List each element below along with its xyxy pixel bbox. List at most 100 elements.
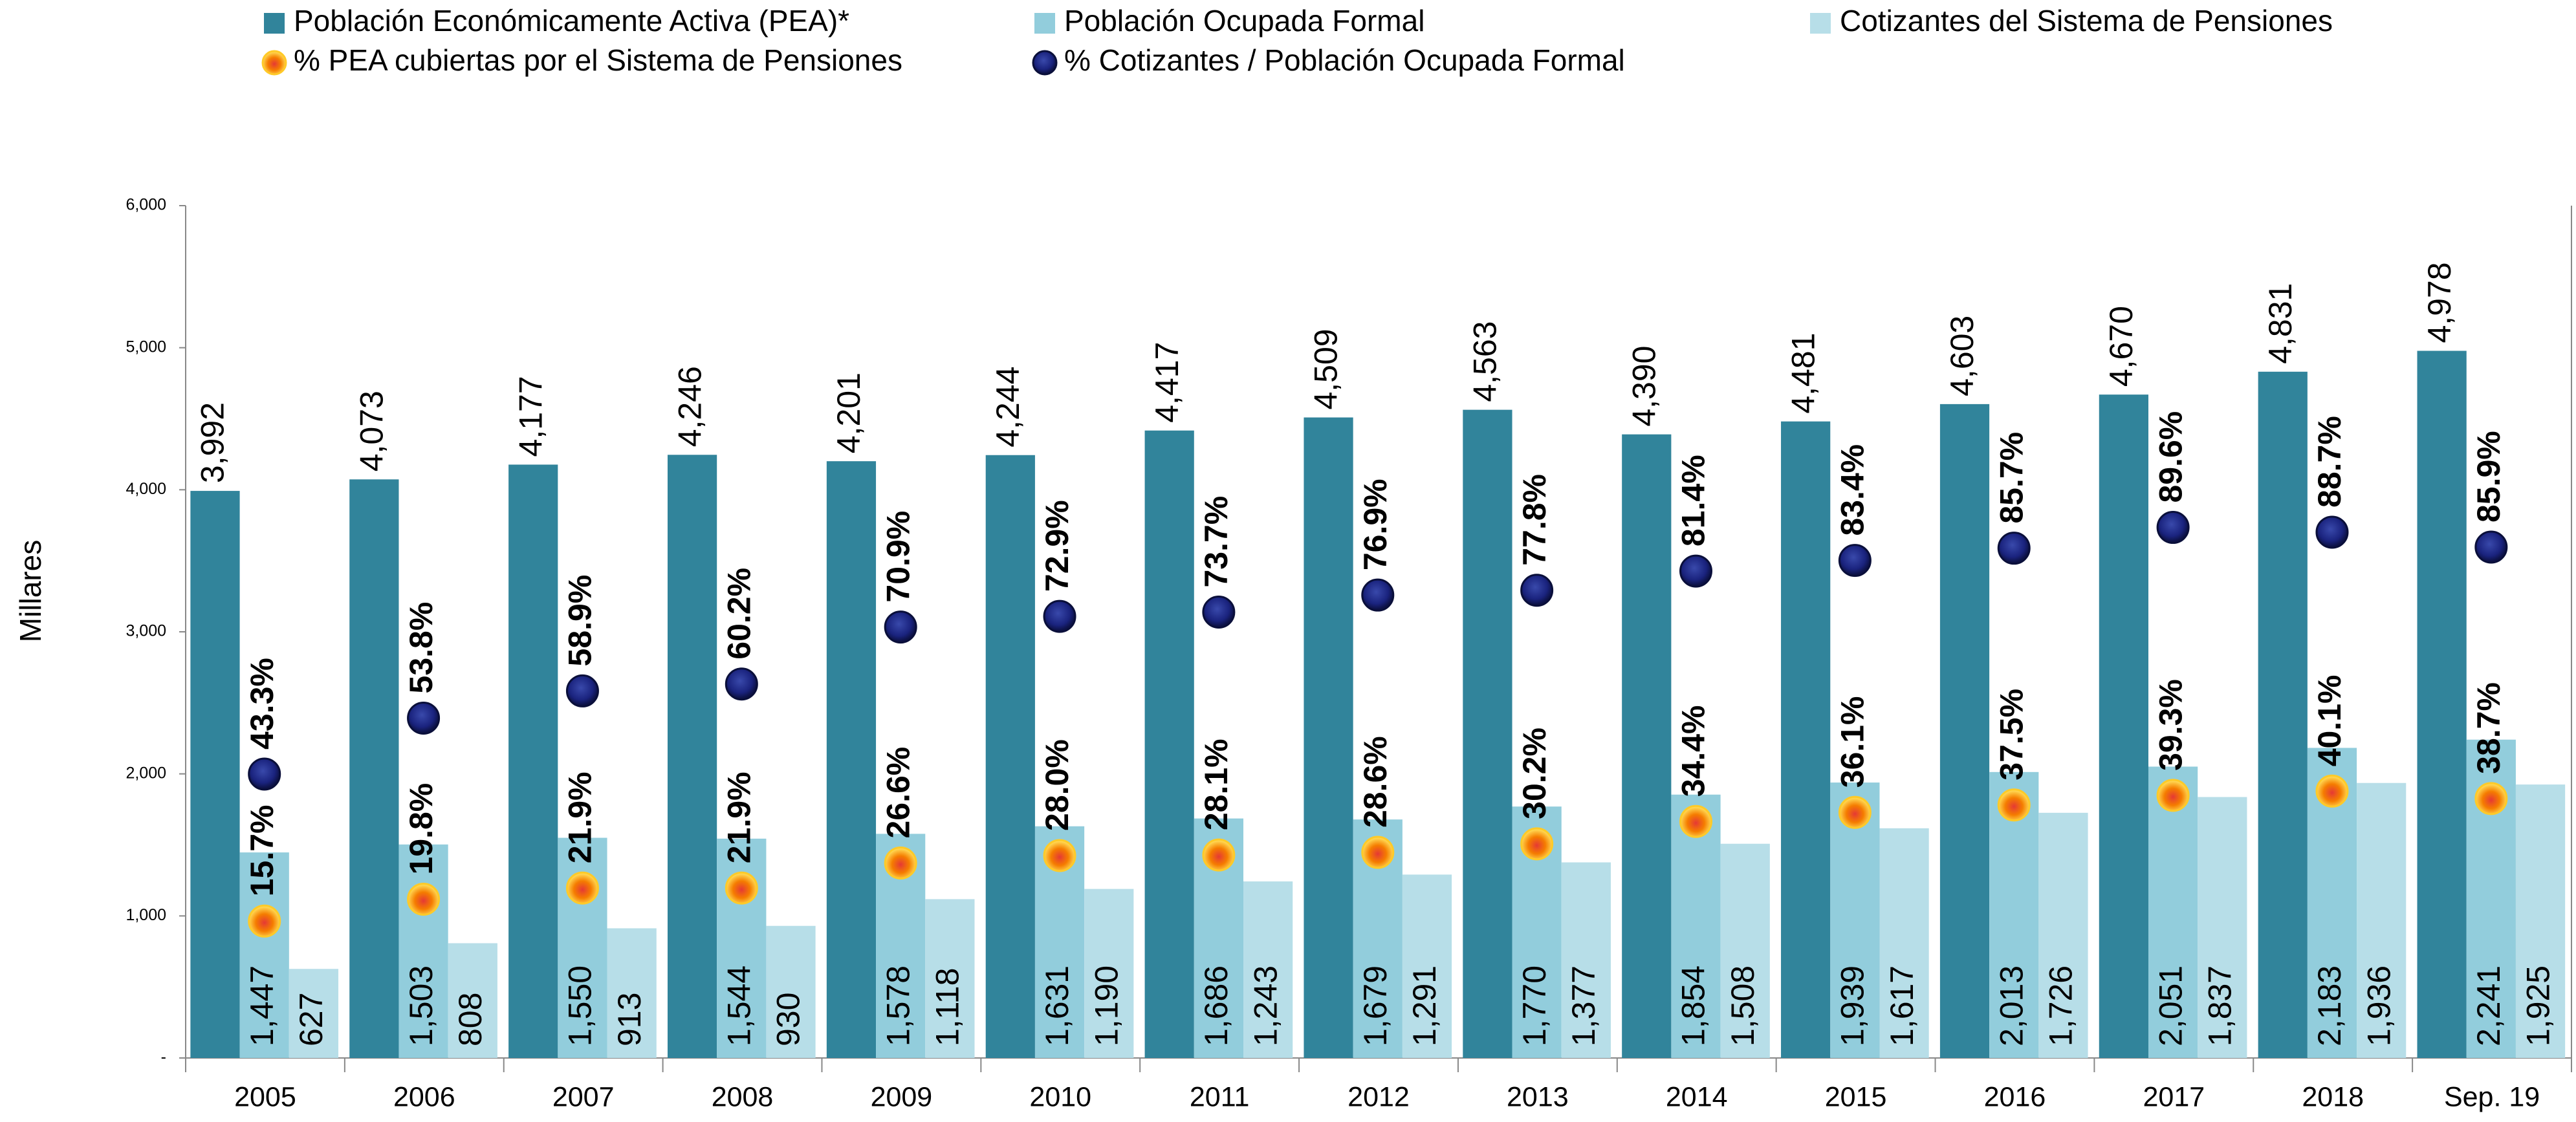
value-label: 60.2%	[721, 568, 758, 660]
marker	[1838, 795, 1872, 829]
value-label: 913	[611, 993, 648, 1046]
bar	[1720, 843, 1770, 1058]
bar	[1144, 430, 1194, 1058]
value-label: 28.1%	[1198, 739, 1234, 830]
value-label: 627	[293, 993, 329, 1046]
value-label: 39.3%	[2152, 679, 2189, 771]
value-label: 1,544	[721, 966, 758, 1046]
bar	[349, 479, 399, 1058]
value-label: 43.3%	[244, 658, 280, 750]
y-tick-label: 5,000	[126, 338, 166, 356]
bar	[667, 455, 717, 1058]
legend-label: Población Ocupada Formal	[1064, 4, 1424, 38]
bar	[1463, 409, 1512, 1058]
value-label: 34.4%	[1675, 705, 1712, 797]
value-label: 2,013	[1993, 966, 2029, 1046]
marker	[2156, 779, 2190, 812]
value-label: 4,390	[1626, 346, 1662, 427]
value-label: 1,617	[1884, 966, 1920, 1046]
marker	[1520, 827, 1554, 861]
bar	[1084, 889, 1134, 1058]
marker	[1043, 599, 1076, 633]
value-label: 77.8%	[1516, 474, 1553, 566]
bar	[398, 844, 448, 1058]
value-label: 28.0%	[1039, 739, 1075, 831]
value-label: 1,939	[1835, 966, 1871, 1046]
value-label: 2,051	[2152, 966, 2189, 1046]
bar	[1561, 862, 1611, 1058]
x-tick-label: 2012	[1348, 1081, 1410, 1112]
bar	[239, 852, 289, 1058]
bar	[766, 925, 816, 1058]
y-tick-label: 4,000	[126, 480, 166, 498]
x-tick-label: 2009	[871, 1081, 933, 1112]
value-label: 37.5%	[1993, 689, 2029, 781]
value-label: 4,201	[831, 372, 867, 453]
x-tick-label: 2016	[1984, 1081, 2046, 1112]
y-tick-label: 2,000	[126, 764, 166, 782]
value-label: 4,073	[354, 391, 390, 471]
value-label: 4,978	[2421, 262, 2458, 343]
value-label: 1,854	[1675, 966, 1712, 1046]
bar	[2258, 371, 2308, 1059]
value-label: 1,578	[880, 966, 916, 1046]
legend-label: Cotizantes del Sistema de Pensiones	[1840, 4, 2333, 38]
value-label: 4,177	[512, 376, 549, 457]
value-label: 85.9%	[2471, 431, 2507, 523]
bar	[1939, 404, 1990, 1058]
marker	[1997, 532, 2031, 565]
value-label: 4,563	[1467, 321, 1503, 402]
marker	[1520, 574, 1554, 607]
bar	[1402, 874, 1452, 1058]
value-label: 26.6%	[880, 747, 916, 839]
value-label: 4,670	[2103, 306, 2139, 387]
marker	[248, 757, 281, 791]
value-label: 28.6%	[1357, 736, 1393, 828]
value-label: 1,770	[1516, 966, 1553, 1046]
value-label: 1,936	[2361, 966, 2397, 1046]
x-tick-label: 2005	[234, 1081, 296, 1112]
bar	[985, 455, 1035, 1058]
x-tick-label: 2018	[2302, 1081, 2364, 1112]
legend-label: % PEA cubiertas por el Sistema de Pensio…	[294, 43, 902, 77]
x-tick-label: 2013	[1507, 1081, 1569, 1112]
value-label: 4,244	[990, 367, 1026, 448]
value-label: 1,508	[1725, 966, 1761, 1046]
value-label: 30.2%	[1516, 728, 1553, 819]
value-label: 1,291	[1406, 966, 1443, 1046]
value-label: 1,679	[1357, 966, 1393, 1046]
marker	[1838, 544, 1872, 577]
value-label: 83.4%	[1835, 444, 1871, 536]
value-label: 1,726	[2043, 966, 2079, 1046]
x-tick-label: 2010	[1029, 1081, 1091, 1112]
value-label: 88.7%	[2311, 416, 2348, 508]
bar	[448, 943, 497, 1058]
marker	[1361, 578, 1395, 612]
marker	[2156, 511, 2190, 545]
value-label: 4,603	[1944, 316, 1980, 396]
bar	[1879, 828, 1929, 1058]
value-label: 15.7%	[244, 805, 280, 897]
value-label: 1,837	[2202, 966, 2238, 1046]
bar	[1622, 434, 1672, 1058]
value-label: 1,631	[1039, 966, 1075, 1046]
value-label: 89.6%	[2152, 411, 2189, 503]
bar	[1304, 417, 1353, 1058]
marker	[884, 610, 917, 644]
value-label: 38.7%	[2471, 682, 2507, 774]
marker	[1997, 788, 2031, 822]
value-label: 58.9%	[562, 575, 598, 667]
value-label: 85.7%	[1993, 432, 2029, 524]
y-tick-label: 3,000	[126, 622, 166, 640]
marker	[1679, 554, 1713, 588]
x-tick-label: 2006	[393, 1081, 455, 1112]
marker	[1361, 836, 1395, 869]
marker	[2474, 530, 2508, 564]
marker	[1202, 596, 1236, 629]
value-label: 1,925	[2520, 966, 2556, 1046]
marker	[1043, 839, 1076, 872]
x-tick-label: 2015	[1825, 1081, 1887, 1112]
marker	[565, 674, 599, 707]
bar	[2099, 394, 2148, 1058]
